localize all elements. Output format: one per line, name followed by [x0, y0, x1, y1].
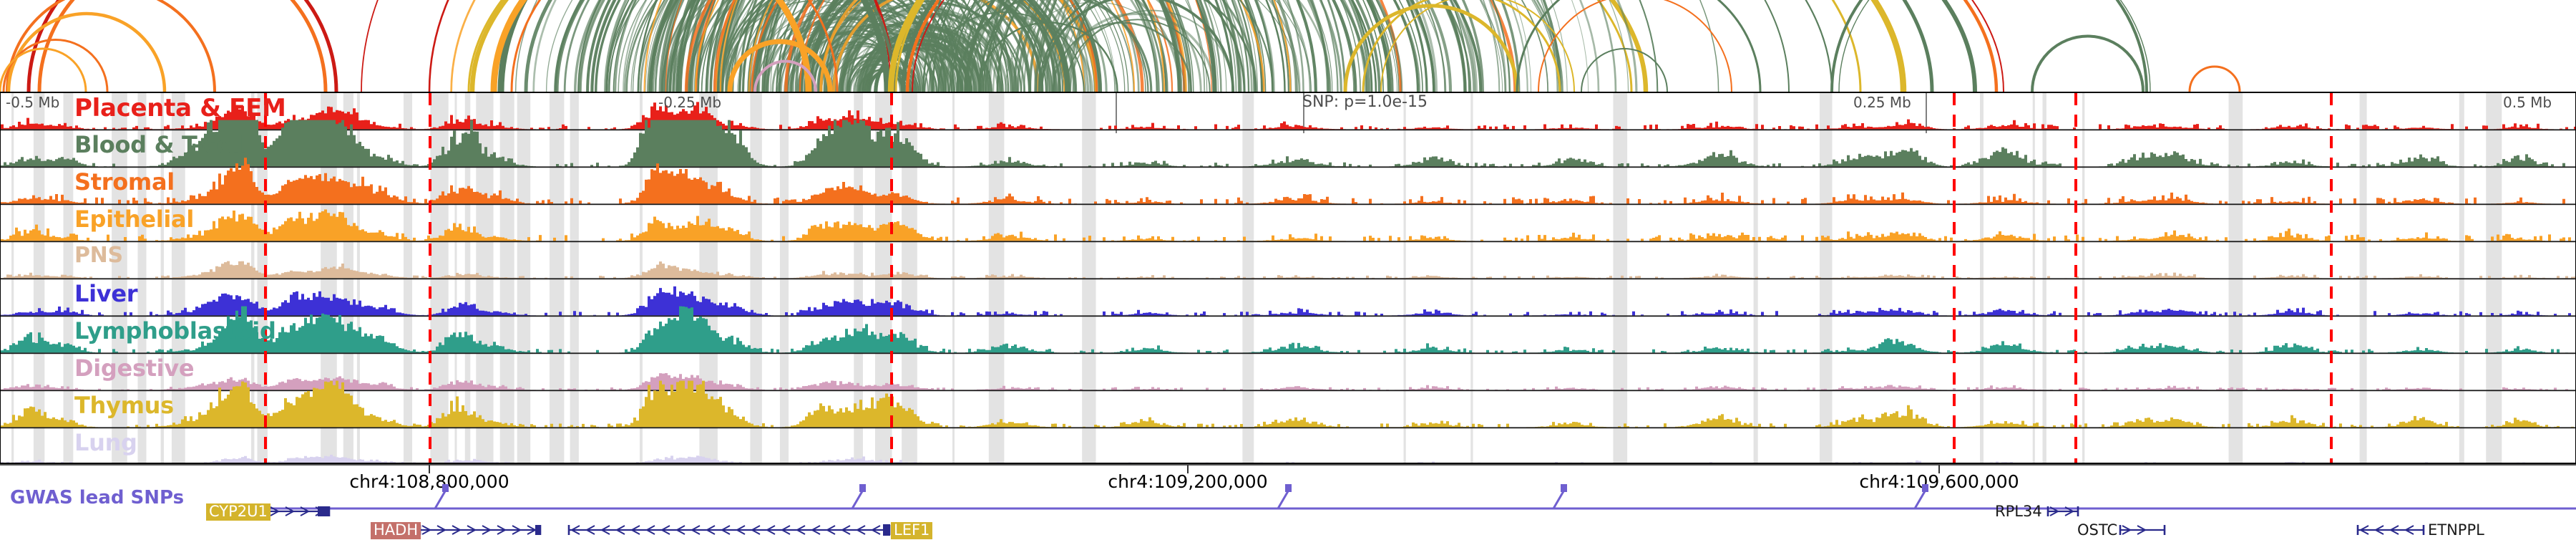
- gene-model-ostc: [2119, 525, 2166, 535]
- gene-label-lef1[interactable]: LEF1: [891, 522, 933, 539]
- gwas-snp-marker: [1277, 484, 1292, 509]
- gene-label-ostc[interactable]: OSTC: [2077, 521, 2118, 539]
- signal-track-thymus: [1, 380, 2575, 429]
- gwas-lead-snps-track: [0, 484, 2576, 513]
- axis-coordinate-label-1: chr4:109,200,000: [1108, 471, 1268, 492]
- tracks-svg: [1, 93, 2575, 463]
- axis-coordinate-label-0: chr4:108,800,000: [349, 471, 509, 492]
- track-label-lung[interactable]: Lung: [74, 429, 137, 457]
- gene-model-cyp2u1: [267, 506, 331, 516]
- track-label-blood-t-cell[interactable]: Blood & T-cell: [74, 131, 248, 159]
- gwas-snp-marker: [1913, 484, 1928, 509]
- gene-model-etnppl: [2356, 525, 2425, 535]
- genomic-coordinate-axis: chr4:108,800,000 chr4:109,200,000 chr4:109…: [0, 464, 2576, 498]
- gene-label-cyp2u1[interactable]: CYP2U1: [206, 503, 270, 521]
- gene-annotation-track: CYP2U1 HADH LEF1 RPL34 OSTC ETNPPL: [0, 501, 2576, 539]
- signal-track-blood-t-cell: [1, 120, 2575, 168]
- ruler-tick-1: -0.25 Mb: [658, 94, 722, 111]
- gwas-track-label: GWAS lead SNPs: [10, 487, 185, 508]
- gene-model-lef1: [567, 524, 891, 536]
- gene-label-hadh[interactable]: HADH: [371, 522, 421, 539]
- ruler-tick-3: 0.5 Mb: [2503, 94, 2552, 111]
- axis-coordinate-label-2: chr4:109,600,000: [1859, 471, 2019, 492]
- gwas-svg: [215, 484, 2576, 510]
- signal-track-epithelial: [1, 209, 2575, 243]
- highlight-lines: [264, 93, 2333, 463]
- track-label-liver[interactable]: Liver: [74, 280, 138, 308]
- track-label-thymus[interactable]: Thymus: [74, 392, 174, 420]
- gwas-snp-marker: [1552, 484, 1567, 509]
- track-label-epithelial[interactable]: Epithelial: [74, 206, 195, 233]
- track-label-stromal[interactable]: Stromal: [74, 168, 175, 196]
- signal-track-pns: [1, 261, 2575, 280]
- track-label-digestive[interactable]: Digestive: [74, 355, 195, 382]
- track-label-placenta-eem[interactable]: Placenta & EEM: [74, 94, 286, 123]
- signal-track-lymphoblastoid: [1, 306, 2575, 355]
- signal-track-digestive: [1, 373, 2575, 392]
- chromatin-loop-arcs-panel: [0, 0, 2576, 92]
- gwas-snp-marker: [851, 484, 866, 509]
- gene-model-hadh: [419, 525, 542, 535]
- gene-label-rpl34[interactable]: RPL34: [1995, 503, 2042, 520]
- ruler-tick-2: 0.25 Mb: [1853, 94, 1911, 111]
- track-label-pns[interactable]: PNS: [74, 243, 123, 269]
- loop-arc-svg: [0, 0, 2241, 92]
- snp-pvalue-annotation: SNP: p=1.0e-15: [1302, 93, 1428, 111]
- signal-track-liver: [1, 286, 2575, 317]
- axis-svg: [0, 464, 2576, 473]
- gene-model-rpl34: [2046, 506, 2079, 516]
- signal-track-placenta-eem: [1, 102, 2575, 131]
- gwas-snp-marker: [434, 484, 449, 509]
- signal-tracks-panel: [0, 92, 2576, 464]
- gene-track-svg: [267, 506, 2425, 536]
- ruler-tick-0: -0.5 Mb: [6, 94, 60, 111]
- signal-track-stromal: [1, 158, 2575, 206]
- shaded-region-bands: [11, 93, 2502, 463]
- track-label-lymphoblastoid[interactable]: Lymphoblastoid: [74, 317, 276, 345]
- signal-track-lung: [1, 454, 2548, 463]
- gene-label-etnppl[interactable]: ETNPPL: [2428, 521, 2484, 539]
